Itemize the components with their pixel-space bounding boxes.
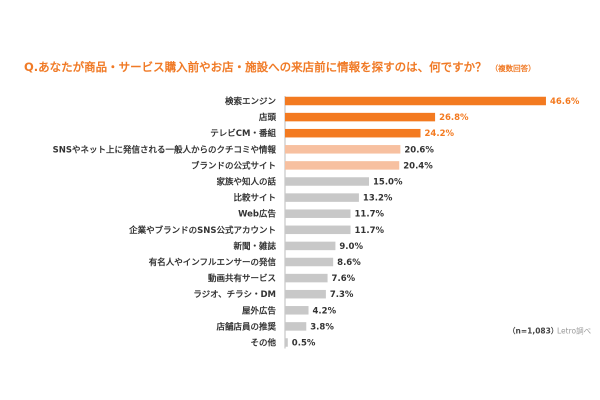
value-label: 7.6% (332, 274, 356, 284)
bar (285, 273, 328, 283)
value-label: 9.0% (339, 242, 363, 252)
bar (285, 128, 421, 138)
category-label: 比較サイト (233, 193, 276, 204)
value-label: 3.8% (310, 322, 334, 332)
value-label: 0.5% (292, 339, 316, 349)
category-label: 屋外広告 (242, 305, 277, 316)
chart-title: Q.あなたが商品・サービス購入前やお店・施設への来店前に情報を探すのは、何ですか… (24, 59, 536, 75)
category-label: その他 (250, 338, 276, 349)
category-label: 動画共有サービス (208, 273, 276, 284)
category-label: 店頭 (258, 112, 277, 123)
bar (285, 289, 326, 299)
value-label: 20.4% (403, 161, 433, 171)
bar (285, 322, 307, 331)
category-label: 新聞・雑誌 (233, 241, 276, 252)
bar (285, 145, 401, 154)
category-label: ブランドの公式サイト (191, 160, 276, 171)
source-note: Letro調べ (557, 326, 592, 336)
chart-title-note: （複数回答） (490, 64, 536, 73)
bar (285, 306, 309, 315)
bar (285, 257, 334, 267)
sample-size-note: （n=1,083） (508, 326, 558, 336)
category-label: ラジオ、チラシ・DM (193, 290, 276, 300)
bar (285, 225, 351, 235)
value-label: 8.6% (337, 258, 361, 268)
value-label: 24.2% (425, 129, 455, 139)
category-label: 有名人やインフルエンサーの発信 (149, 257, 277, 268)
category-label: 企業やブランドのSNS公式アカウント (128, 225, 276, 236)
bar (285, 338, 288, 347)
bar (285, 177, 369, 186)
bar (285, 112, 436, 122)
bar (285, 161, 400, 170)
value-label: 20.6% (404, 145, 434, 155)
value-label: 4.2% (313, 306, 337, 316)
value-label: 7.3% (330, 290, 354, 300)
value-label: 11.7% (355, 226, 385, 236)
category-label: テレビCM・番組 (210, 128, 276, 139)
bar (285, 209, 351, 218)
bar (285, 241, 336, 251)
bar (285, 96, 546, 106)
category-label: 検索エンジン (225, 96, 277, 107)
value-label: 15.0% (373, 178, 403, 188)
value-label: 11.7% (355, 210, 385, 220)
category-label: 家族や知人の話 (216, 177, 276, 188)
category-label: SNSやネット上に発信される一般人からのクチコミや情報 (53, 144, 277, 155)
value-label: 46.6% (550, 97, 580, 107)
value-label: 26.8% (439, 113, 469, 123)
bar (285, 193, 359, 202)
chart-title-text: Q.あなたが商品・サービス購入前やお店・施設への来店前に情報を探すのは、何ですか… (24, 60, 487, 74)
category-label: Web広告 (238, 209, 276, 220)
value-label: 13.2% (363, 194, 393, 204)
category-label: 店舗店員の推奨 (215, 321, 276, 332)
